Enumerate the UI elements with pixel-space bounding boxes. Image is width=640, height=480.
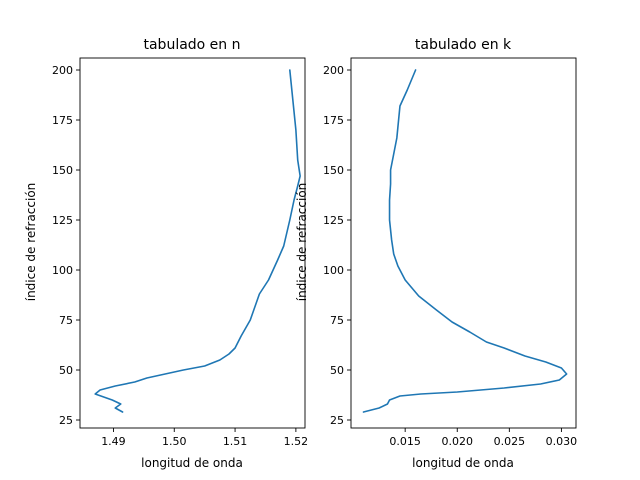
chart-left-ytick-label: 150 [52,164,73,177]
chart-left-ytick-label: 25 [59,414,73,427]
chart-left-xlabel: longitud de onda [141,456,243,470]
chart-right-series-line [362,69,568,413]
chart-left-ytick-label: 50 [59,364,73,377]
chart-left-xtick-label: 1.50 [162,435,187,448]
chart-left: tabulado en n longitud de onda índice de… [24,37,308,470]
chart-right-ytick-label: 75 [330,314,344,327]
chart-left-frame [79,57,306,429]
chart-right-ytick-label: 50 [330,364,344,377]
chart-left-xtick-label: 1.49 [101,435,126,448]
chart-right-xtick-label: 0.015 [389,435,421,448]
chart-right-ytick-label: 200 [323,64,344,77]
chart-right-ytick-label: 25 [330,414,344,427]
chart-left-ytick-label: 75 [59,314,73,327]
chart-left-ytick-label: 175 [52,114,73,127]
chart-left-ylabel: índice de refracción [24,183,38,302]
chart-right-ytick-label: 150 [323,164,344,177]
chart-left-ytick-label: 100 [52,264,73,277]
chart-right-xtick-label: 0.020 [442,435,474,448]
chart-left-ytick-label: 200 [52,64,73,77]
chart-right-ylabel: índice de refracción [295,183,309,302]
chart-left-title: tabulado en n [143,37,240,53]
chart-right-ytick-label: 100 [323,264,344,277]
chart-right: tabulado en k longitud de onda índice de… [295,37,577,470]
chart-left-series-line [94,69,301,413]
chart-right-ytick-label: 125 [323,214,344,227]
chart-left-ticks: 1.49 1.50 1.51 1.52 25 50 75 100 125 150 175 200 [52,64,308,448]
chart-left-xtick-label: 1.52 [284,435,309,448]
chart-left-xtick-label: 1.51 [223,435,248,448]
chart-right-xtick-label: 0.030 [546,435,578,448]
chart-right-xlabel: longitud de onda [412,456,514,470]
chart-right-ticks: 0.015 0.020 0.025 0.030 25 50 75 100 125 150 175 20… [323,64,577,448]
chart-right-ytick-label: 175 [323,114,344,127]
chart-right-frame [350,57,577,429]
chart-right-xtick-label: 0.025 [494,435,526,448]
chart-right-title: tabulado en k [415,37,512,53]
chart-left-ytick-label: 125 [52,214,73,227]
